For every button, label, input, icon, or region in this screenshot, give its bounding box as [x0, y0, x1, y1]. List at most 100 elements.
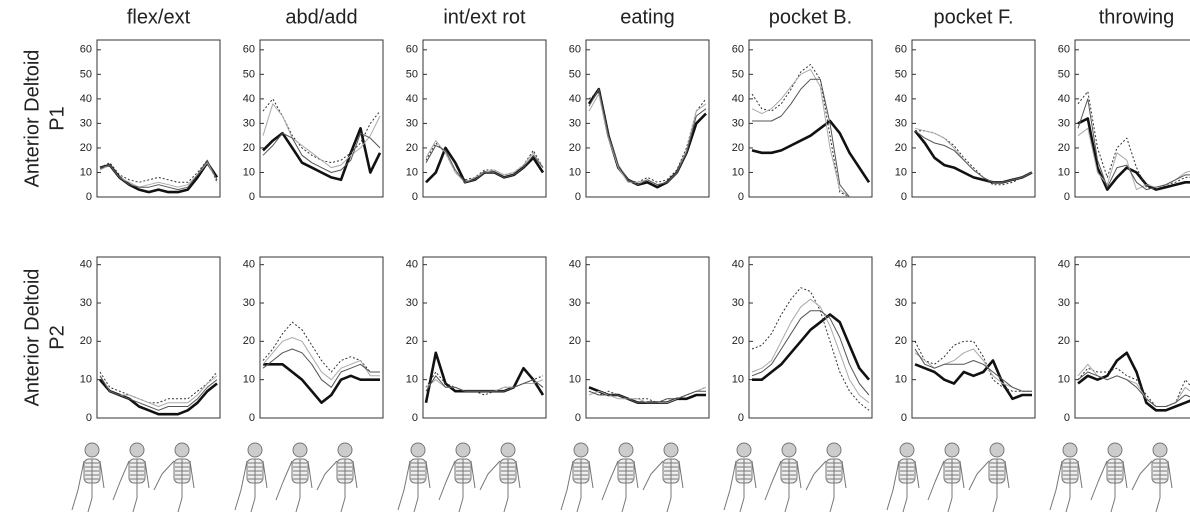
skeleton-arm — [914, 460, 920, 489]
row-sublabel: P2 — [46, 325, 68, 349]
skeleton-arm — [324, 460, 338, 475]
y-tick-label: 0 — [1064, 191, 1070, 203]
panel: 0 10 20 30 40 — [732, 256, 873, 424]
y-tick-label: 0 — [738, 412, 744, 424]
skeleton-forearm — [438, 481, 447, 501]
series-line — [425, 145, 544, 183]
y-tick-label: 40 — [1058, 259, 1070, 271]
skeleton-arm — [282, 460, 293, 483]
y-tick-label: 10 — [243, 374, 255, 386]
y-tick-label: 10 — [406, 166, 418, 178]
y-tick-label: 20 — [732, 142, 744, 154]
series-line — [914, 348, 1032, 392]
skeleton-head — [455, 442, 471, 458]
skeleton-forearm — [316, 473, 326, 491]
y-tick-label: 10 — [80, 166, 92, 178]
skeleton-leg — [250, 497, 256, 513]
y-tick-label: 0 — [575, 191, 581, 203]
y-tick-label: 50 — [895, 68, 907, 80]
skeleton-forearm — [153, 473, 163, 491]
axes-box — [585, 39, 710, 198]
series-line — [751, 287, 870, 411]
column-title: throwing — [1099, 6, 1175, 28]
y-tick-label: 40 — [80, 93, 92, 105]
y-tick-label: 40 — [895, 93, 907, 105]
y-tick-label: 30 — [406, 297, 418, 309]
skeleton-leg — [132, 497, 138, 513]
y-tick-label: 30 — [732, 117, 744, 129]
skeleton-leg — [87, 497, 93, 513]
column-title: pocket F. — [933, 6, 1013, 28]
series-line — [751, 64, 869, 197]
y-tick-label: 10 — [569, 374, 581, 386]
skeleton-head — [618, 442, 634, 458]
skeleton-arm — [161, 460, 175, 475]
skeleton-forearm — [479, 473, 489, 491]
y-tick-label: 40 — [80, 259, 92, 271]
column-title: eating — [620, 6, 675, 28]
skeleton-leg — [576, 497, 582, 513]
skeleton-head — [247, 442, 263, 458]
skeleton-head — [989, 442, 1005, 458]
series-line — [262, 132, 381, 173]
series-line — [425, 375, 544, 392]
series-line — [588, 386, 707, 404]
y-tick-label: 30 — [243, 297, 255, 309]
skeleton-head — [410, 442, 426, 458]
series-line — [751, 119, 871, 184]
skeleton-forearm — [1049, 489, 1057, 511]
axes-box — [259, 39, 384, 198]
skeleton-leg — [340, 497, 346, 513]
skeleton-arm — [352, 460, 358, 489]
skeleton-leg — [413, 497, 419, 513]
skeleton-leg — [666, 497, 672, 513]
y-tick-label: 0 — [249, 191, 255, 203]
y-tick-label: 40 — [406, 259, 418, 271]
y-tick-label: 40 — [895, 259, 907, 271]
y-tick-label: 40 — [569, 93, 581, 105]
skeleton-arm — [445, 460, 456, 483]
skeleton-head — [129, 442, 145, 458]
skeleton-leg — [829, 497, 835, 513]
skeleton-arm — [771, 460, 782, 483]
skeleton-arm — [189, 460, 195, 489]
skeleton-arm — [678, 460, 684, 489]
y-tick-label: 20 — [569, 142, 581, 154]
panel: eating 0 10 20 30 40 50 60 — [569, 6, 710, 203]
y-tick-label: 20 — [732, 335, 744, 347]
skeleton-head — [84, 442, 100, 458]
skeleton-leg — [1110, 497, 1116, 513]
panel: flex/ext 0 10 20 30 40 50 60 — [80, 6, 221, 203]
y-tick-label: 30 — [243, 117, 255, 129]
y-tick-label: 0 — [901, 191, 907, 203]
axes-box — [96, 39, 221, 198]
axes-box — [748, 256, 873, 419]
y-tick-label: 30 — [569, 297, 581, 309]
y-tick-label: 0 — [901, 412, 907, 424]
axes-box — [911, 39, 1036, 198]
skeleton-arm — [633, 460, 639, 489]
axes-box — [96, 256, 221, 419]
series-line — [751, 298, 870, 404]
y-tick-label: 0 — [1064, 412, 1070, 424]
panel: pocket F. 0 10 20 30 40 50 60 — [895, 6, 1036, 203]
series-line — [914, 340, 1032, 392]
skeleton-arm — [307, 460, 313, 489]
skeleton-arm — [470, 460, 476, 489]
column-title: pocket B. — [769, 6, 852, 28]
y-tick-label: 20 — [243, 335, 255, 347]
skeleton-arm — [1167, 460, 1173, 489]
panel: 0 10 20 30 40 — [1058, 256, 1190, 424]
y-tick-label: 40 — [243, 259, 255, 271]
axes-box — [911, 256, 1036, 419]
y-tick-label: 60 — [243, 44, 255, 56]
y-tick-label: 60 — [80, 44, 92, 56]
skeleton-arm — [813, 460, 827, 475]
y-tick-label: 0 — [575, 412, 581, 424]
y-tick-label: 0 — [412, 191, 418, 203]
skeleton-arm — [729, 460, 737, 491]
skeleton-arm — [77, 460, 85, 491]
skeleton-head — [899, 442, 915, 458]
series-line — [752, 313, 870, 381]
